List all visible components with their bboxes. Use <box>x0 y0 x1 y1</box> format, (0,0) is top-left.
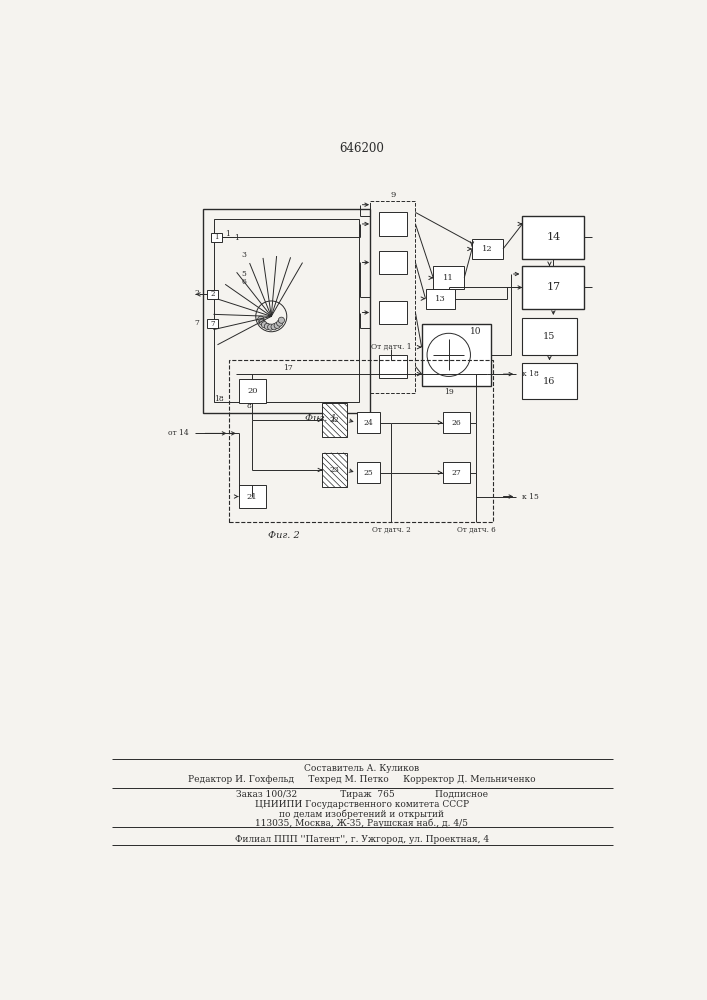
Bar <box>370 201 416 393</box>
Bar <box>203 209 370 413</box>
Bar <box>522 266 585 309</box>
Text: 17: 17 <box>547 282 561 292</box>
Text: 10: 10 <box>470 327 481 336</box>
Circle shape <box>259 319 265 325</box>
Text: 1: 1 <box>234 234 239 242</box>
Bar <box>211 233 222 242</box>
Bar <box>322 403 347 437</box>
Text: 3: 3 <box>242 251 247 259</box>
Text: 21: 21 <box>247 493 257 501</box>
Text: Фиг. 1: Фиг. 1 <box>305 414 337 423</box>
Text: 646200: 646200 <box>339 142 385 155</box>
Text: От датч. 2: От датч. 2 <box>372 526 411 534</box>
Bar <box>239 379 266 403</box>
Text: Филиал ППП ''Патент'', г. Ужгород, ул. Проектная, 4: Филиал ППП ''Патент'', г. Ужгород, ул. П… <box>235 835 489 844</box>
Text: 11: 11 <box>443 274 454 282</box>
Text: 13: 13 <box>435 295 445 303</box>
Text: по делам изобретений и открытий: по делам изобретений и открытий <box>279 809 445 819</box>
Bar <box>522 363 577 399</box>
Bar <box>421 324 491 386</box>
Text: От датч. 6: От датч. 6 <box>457 526 495 534</box>
Bar <box>207 319 218 328</box>
Text: от 14: от 14 <box>168 429 189 437</box>
Text: ЦНИИПИ Государственного комитета СССР: ЦНИИПИ Государственного комитета СССР <box>255 800 469 809</box>
Text: 7: 7 <box>210 320 215 328</box>
Circle shape <box>271 324 277 330</box>
Bar <box>522 318 577 355</box>
Text: Редактор И. Гохфельд     Техред М. Петко     Корректор Д. Мельниченко: Редактор И. Гохфельд Техред М. Петко Кор… <box>188 775 536 784</box>
Text: 2: 2 <box>194 289 199 297</box>
Text: 2: 2 <box>210 290 215 298</box>
Text: 27: 27 <box>451 469 461 477</box>
Text: 1: 1 <box>214 233 218 241</box>
Text: 5: 5 <box>242 270 247 278</box>
Circle shape <box>264 323 271 329</box>
Bar <box>214 219 359 402</box>
Text: 1: 1 <box>226 230 230 238</box>
Text: 14: 14 <box>547 232 561 242</box>
Circle shape <box>268 324 274 330</box>
Bar <box>379 301 407 324</box>
Bar <box>322 453 347 487</box>
Text: 7: 7 <box>194 319 199 327</box>
Text: 17: 17 <box>283 364 293 372</box>
Bar <box>433 266 464 289</box>
Bar <box>207 290 218 299</box>
Circle shape <box>279 317 284 323</box>
Bar <box>443 412 469 433</box>
Circle shape <box>262 322 267 328</box>
Bar <box>239 485 266 508</box>
Text: 8: 8 <box>246 402 251 410</box>
Bar <box>379 251 407 274</box>
Circle shape <box>257 316 264 322</box>
Circle shape <box>274 322 280 328</box>
Bar <box>472 239 503 259</box>
Text: 22: 22 <box>330 416 339 424</box>
Text: 18: 18 <box>214 395 224 403</box>
Bar <box>379 355 407 378</box>
Text: 20: 20 <box>247 387 257 395</box>
Bar <box>230 360 493 522</box>
Text: От датч. 1: От датч. 1 <box>371 342 411 350</box>
Bar <box>356 462 380 483</box>
Text: 9: 9 <box>390 191 396 199</box>
Text: 25: 25 <box>363 469 373 477</box>
Text: к 18: к 18 <box>522 370 539 378</box>
Text: 24: 24 <box>363 419 373 427</box>
Text: 23: 23 <box>330 466 340 474</box>
Circle shape <box>276 320 283 326</box>
Text: Заказ 100/32               Тираж  765              Подписное: Заказ 100/32 Тираж 765 Подписное <box>236 790 488 799</box>
Text: Составитель А. Куликов: Составитель А. Куликов <box>305 764 419 773</box>
Bar <box>426 289 455 309</box>
Text: 19: 19 <box>444 388 454 396</box>
Text: 16: 16 <box>543 377 556 386</box>
Bar <box>443 462 469 483</box>
Text: Фиг. 2: Фиг. 2 <box>268 531 300 540</box>
Text: 113035, Москва, Ж-35, Раушская наб., д. 4/5: 113035, Москва, Ж-35, Раушская наб., д. … <box>255 818 469 828</box>
Text: 15: 15 <box>543 332 556 341</box>
Bar <box>522 216 585 259</box>
Text: к 15: к 15 <box>522 493 539 501</box>
Text: 6: 6 <box>242 278 247 286</box>
Text: 26: 26 <box>451 419 461 427</box>
Bar <box>379 212 407 235</box>
Bar <box>356 412 380 433</box>
Text: 12: 12 <box>482 245 493 253</box>
